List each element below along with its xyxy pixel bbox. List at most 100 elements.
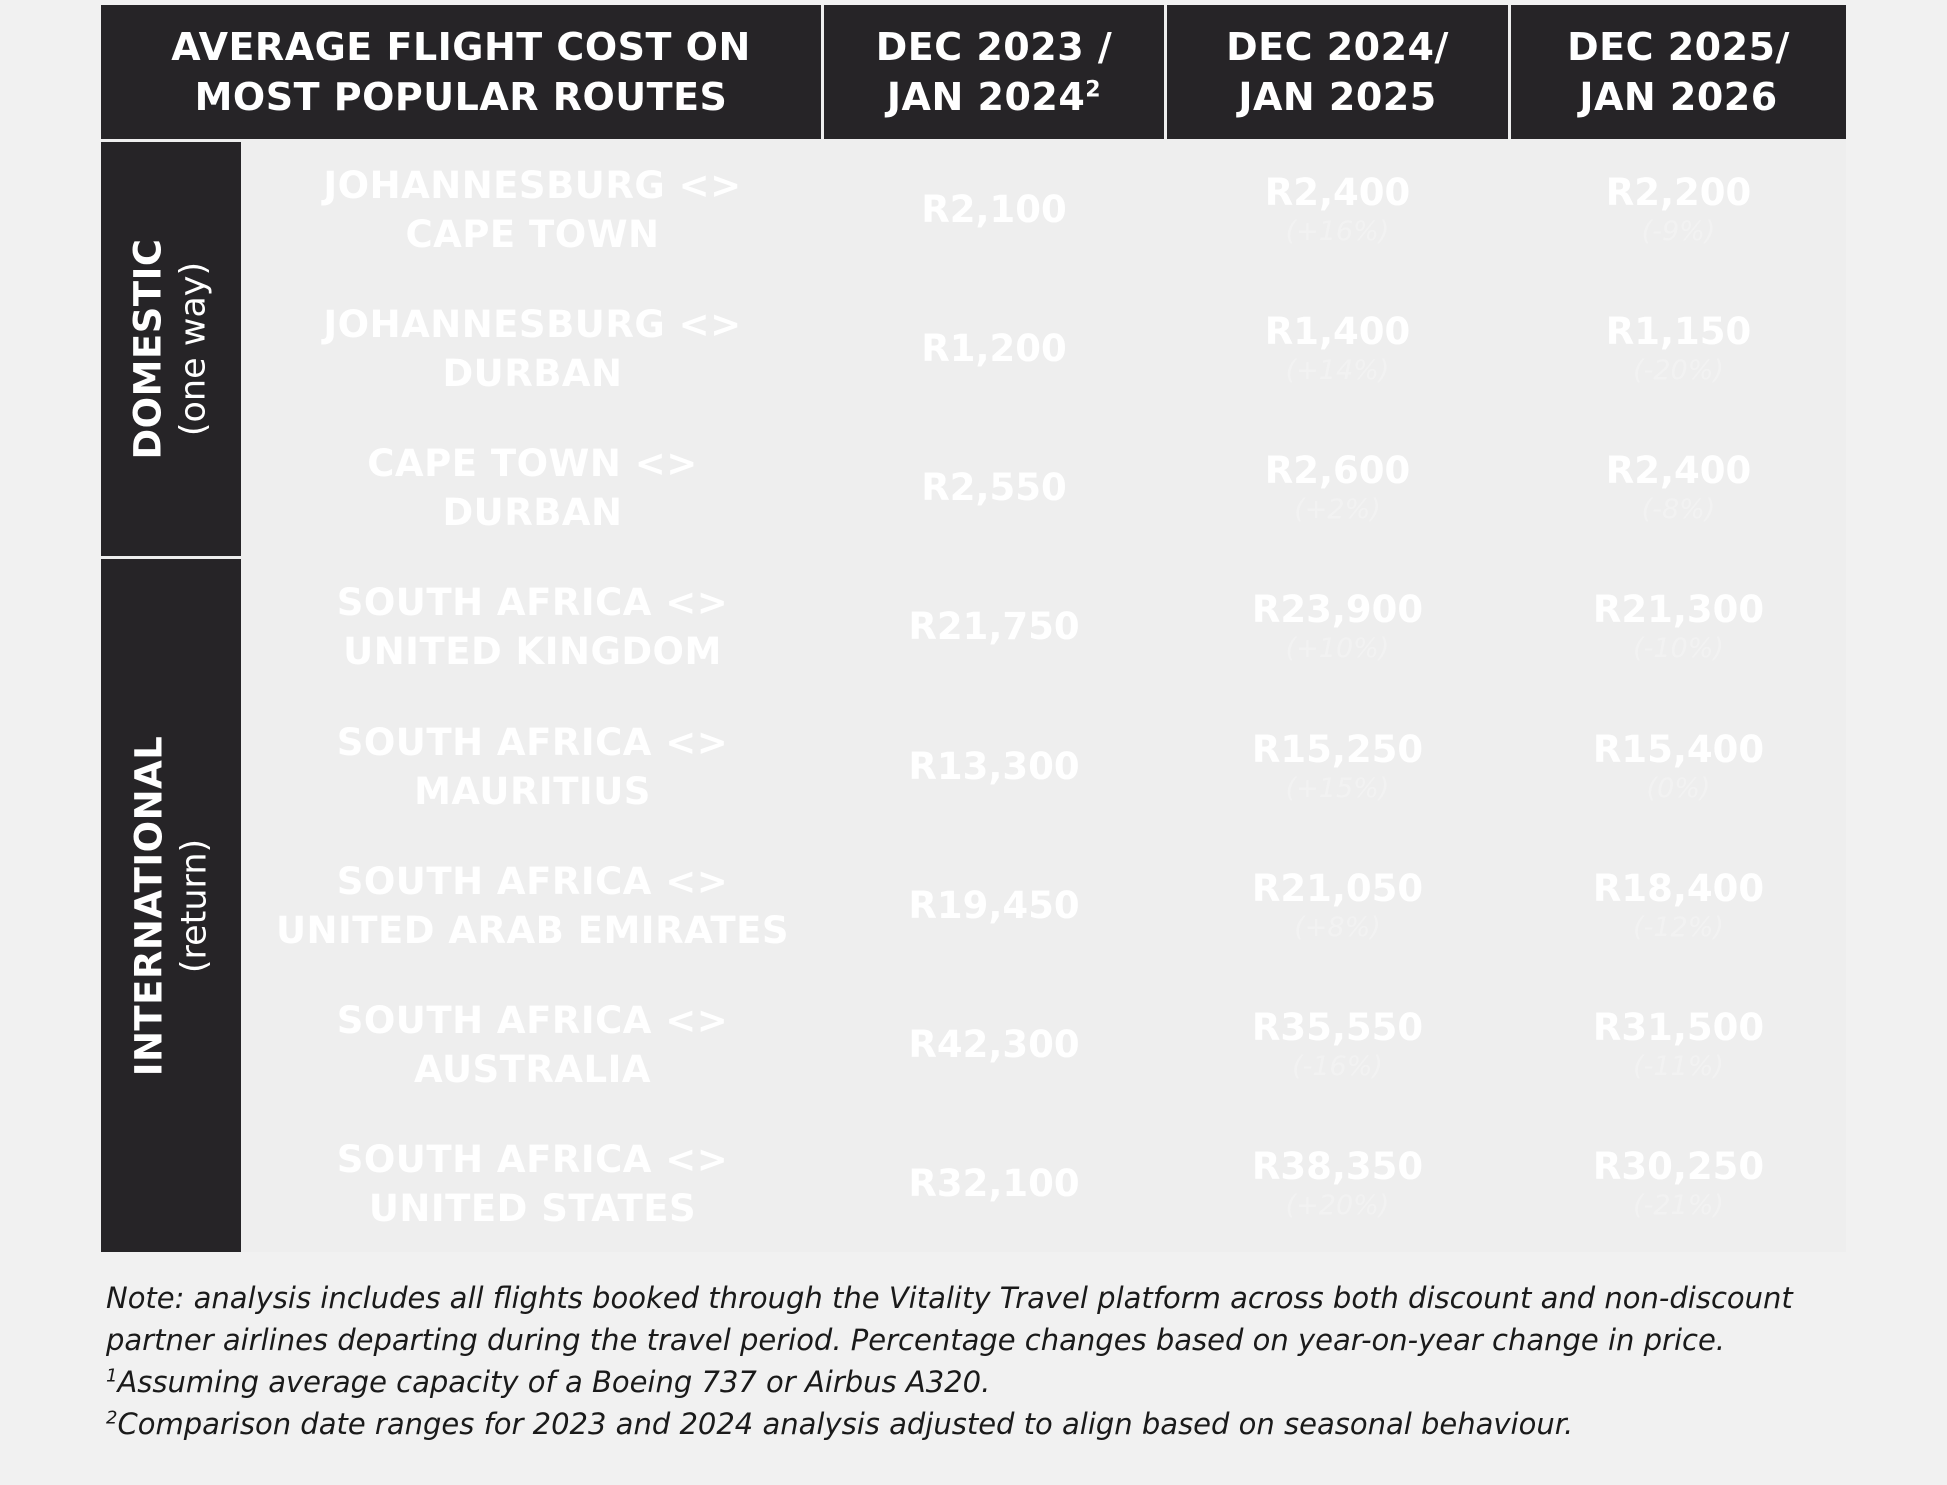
- route-cell: CAPE TOWN <> DURBAN: [244, 420, 821, 556]
- price-cell-2024: R32,100: [824, 1116, 1164, 1252]
- route-destination: CAPE TOWN: [405, 213, 660, 257]
- price-change: (0%): [1646, 772, 1711, 804]
- price-value: R15,400: [1592, 727, 1765, 771]
- price-change: (+2%): [1294, 494, 1381, 526]
- price-change: (+10%): [1285, 633, 1390, 665]
- route-destination: UNITED STATES: [368, 1186, 697, 1230]
- price-change: (-21%): [1633, 1189, 1724, 1221]
- route-origin: JOHANNESBURG <>: [323, 303, 742, 347]
- footnote-2: 2Comparison date ranges for 2023 and 202…: [106, 1403, 1906, 1445]
- price-change: (-8%): [1641, 494, 1716, 526]
- price-cell-2024: R1,200: [824, 281, 1164, 417]
- route-origin: SOUTH AFRICA <>: [336, 1137, 729, 1181]
- route-cell: SOUTH AFRICA <> UNITED ARAB EMIRATES: [244, 838, 821, 974]
- price-value: R21,750: [908, 605, 1080, 649]
- footnote-2-marker: 2: [1085, 77, 1102, 103]
- route-origin: CAPE TOWN <>: [367, 442, 698, 486]
- price-value: R21,300: [1592, 588, 1765, 632]
- price-value: R30,250: [1592, 1144, 1765, 1188]
- price-change: (+20%): [1285, 1189, 1390, 1221]
- route-destination: DURBAN: [442, 491, 623, 535]
- price-value: R32,100: [908, 1161, 1080, 1205]
- column-header-2024-line2-text: JAN 2024: [886, 75, 1086, 119]
- column-header-2024-line2: JAN 20242: [887, 72, 1101, 122]
- route-destination: AUSTRALIA: [413, 1047, 652, 1091]
- price-value: R1,150: [1605, 310, 1752, 354]
- category-international-title: INTERNATIONAL: [127, 735, 171, 1076]
- price-cell-2024: R2,550: [824, 420, 1164, 556]
- price-cell-2026: R18,400 (-12%): [1511, 838, 1846, 974]
- price-cell-2024: R2,100: [824, 142, 1164, 278]
- price-cell-2025: R2,400 (+16%): [1167, 142, 1508, 278]
- price-cell-2025: R23,900 (+10%): [1167, 559, 1508, 695]
- price-change: (-11%): [1633, 1050, 1724, 1082]
- price-cell-2026: R2,400 (-8%): [1511, 420, 1846, 556]
- price-change: (+14%): [1285, 355, 1390, 387]
- price-cell-2025: R21,050 (+8%): [1167, 838, 1508, 974]
- route-cell: JOHANNESBURG <> DURBAN: [244, 281, 821, 417]
- column-header-2026-line1: DEC 2025/: [1567, 25, 1790, 69]
- price-value: R18,400: [1592, 866, 1765, 910]
- price-cell-2025: R15,250 (+15%): [1167, 699, 1508, 835]
- price-change: (-16%): [1292, 1050, 1383, 1082]
- price-change: (+15%): [1285, 772, 1390, 804]
- route-origin: SOUTH AFRICA <>: [336, 998, 729, 1042]
- footnote-2-mark: 2: [106, 1407, 118, 1429]
- price-change: (+8%): [1294, 911, 1381, 943]
- price-cell-2026: R21,300 (-10%): [1511, 559, 1846, 695]
- flight-cost-table: AVERAGE FLIGHT COST ON MOST POPULAR ROUT…: [101, 5, 1846, 1252]
- price-value: R2,400: [1605, 449, 1752, 493]
- category-domestic: DOMESTIC (one way): [101, 142, 241, 557]
- price-cell-2024: R42,300: [824, 977, 1164, 1113]
- price-value: R35,550: [1251, 1005, 1424, 1049]
- table-grid: AVERAGE FLIGHT COST ON MOST POPULAR ROUT…: [101, 5, 1846, 1252]
- price-cell-2025: R38,350 (+20%): [1167, 1116, 1508, 1252]
- price-cell-2025: R1,400 (+14%): [1167, 281, 1508, 417]
- route-cell: SOUTH AFRICA <> AUSTRALIA: [244, 977, 821, 1113]
- table-title-line1: AVERAGE FLIGHT COST ON: [171, 25, 751, 69]
- route-cell: SOUTH AFRICA <> MAURITIUS: [244, 699, 821, 835]
- price-change: (-9%): [1641, 216, 1716, 248]
- price-cell-2026: R31,500 (-11%): [1511, 977, 1846, 1113]
- price-value: R13,300: [908, 744, 1080, 788]
- price-cell-2025: R2,600 (+2%): [1167, 420, 1508, 556]
- price-value: R2,550: [921, 466, 1067, 510]
- route-cell: SOUTH AFRICA <> UNITED KINGDOM: [244, 559, 821, 695]
- price-cell-2026: R15,400 (0%): [1511, 699, 1846, 835]
- column-header-2026: DEC 2025/ JAN 2026: [1511, 5, 1846, 139]
- price-cell-2024: R21,750: [824, 559, 1164, 695]
- price-value: R2,200: [1605, 171, 1752, 215]
- table-title-line2: MOST POPULAR ROUTES: [194, 75, 728, 119]
- route-destination: UNITED ARAB EMIRATES: [275, 908, 789, 952]
- price-value: R1,200: [921, 327, 1067, 371]
- price-value: R2,100: [921, 188, 1067, 232]
- column-header-2024: DEC 2023 / JAN 20242: [824, 5, 1164, 139]
- column-header-2024-line1: DEC 2023 /: [875, 25, 1113, 69]
- route-destination: MAURITIUS: [414, 769, 651, 813]
- route-destination: UNITED KINGDOM: [343, 630, 722, 674]
- route-cell: SOUTH AFRICA <> UNITED STATES: [244, 1116, 821, 1252]
- route-origin: SOUTH AFRICA <>: [336, 581, 729, 625]
- category-domestic-title: DOMESTIC: [127, 238, 171, 460]
- column-header-2026-line2: JAN 2026: [1579, 75, 1778, 119]
- route-origin: SOUTH AFRICA <>: [336, 859, 729, 903]
- category-international-subtitle: (return): [174, 838, 215, 973]
- route-origin: SOUTH AFRICA <>: [336, 720, 729, 764]
- price-cell-2026: R30,250 (-21%): [1511, 1116, 1846, 1252]
- category-international-label: INTERNATIONAL (return): [126, 735, 216, 1076]
- note-line2: partner airlines departing during the tr…: [106, 1323, 1726, 1357]
- price-value: R23,900: [1251, 588, 1424, 632]
- price-value: R2,600: [1264, 449, 1411, 493]
- price-cell-2024: R19,450: [824, 838, 1164, 974]
- price-value: R2,400: [1264, 171, 1411, 215]
- table-title-cell: AVERAGE FLIGHT COST ON MOST POPULAR ROUT…: [101, 5, 821, 139]
- column-header-2025-line1: DEC 2024/: [1226, 25, 1449, 69]
- price-cell-2026: R1,150 (-20%): [1511, 281, 1846, 417]
- price-cell-2025: R35,550 (-16%): [1167, 977, 1508, 1113]
- footnote-2-text: Comparison date ranges for 2023 and 2024…: [117, 1407, 1574, 1441]
- note-line1: Note: analysis includes all flights book…: [106, 1281, 1793, 1315]
- category-domestic-subtitle: (one way): [174, 262, 215, 437]
- route-destination: DURBAN: [442, 352, 623, 396]
- price-value: R15,250: [1251, 727, 1424, 771]
- column-header-2025-line2: JAN 2025: [1238, 75, 1437, 119]
